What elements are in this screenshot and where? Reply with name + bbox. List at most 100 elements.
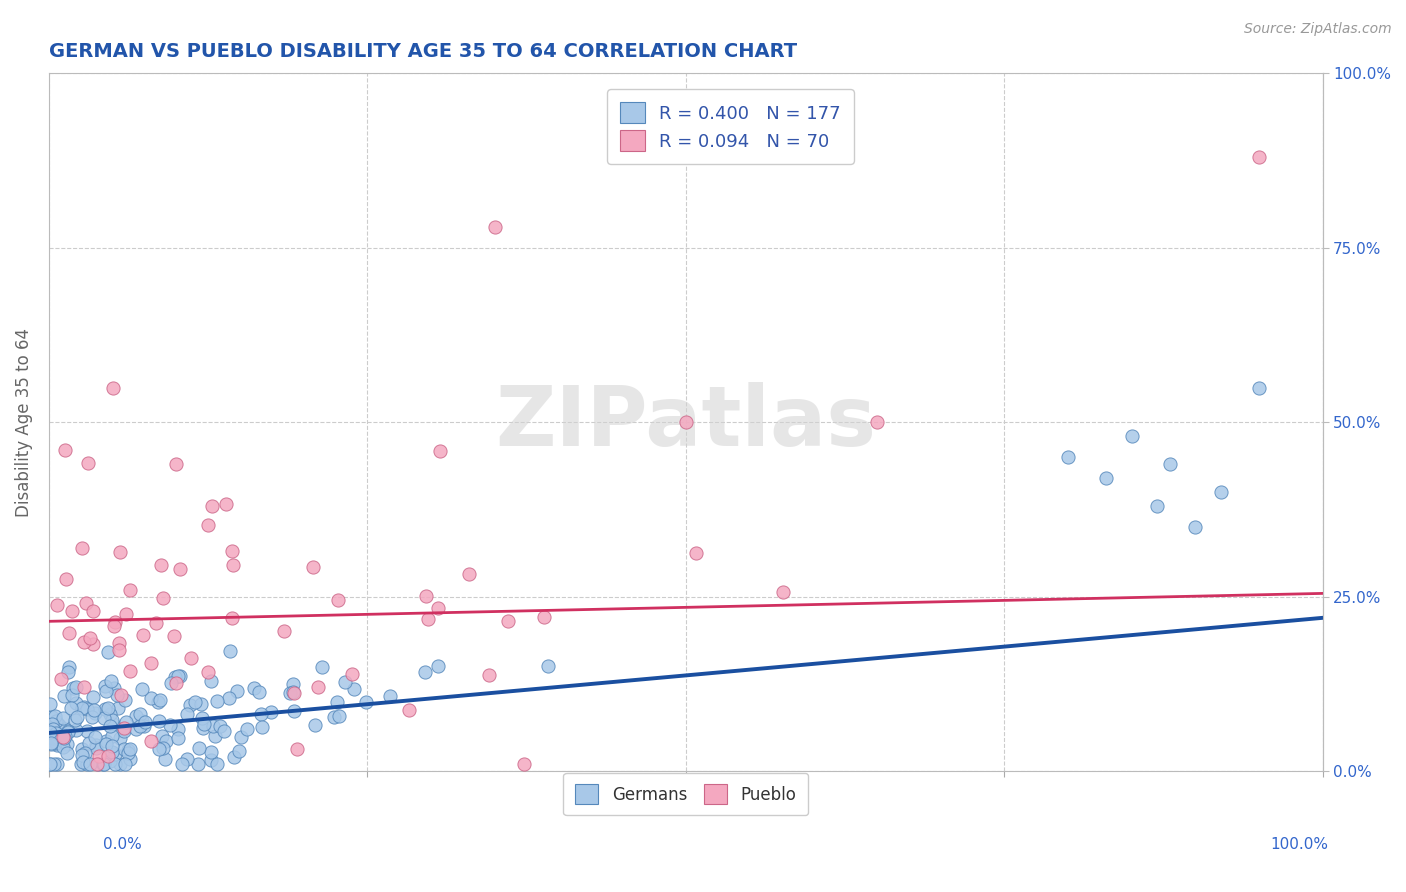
Text: 100.0%: 100.0% (1271, 838, 1329, 852)
Point (685, 546, 707, 560)
Point (478, 668, 501, 682)
Point (115, 607, 138, 621)
Point (101, 746, 124, 760)
Point (429, 444, 451, 458)
Point (70, 747, 93, 762)
Point (150, 730, 173, 744)
Point (1209, 485, 1232, 500)
Point (176, 706, 198, 721)
Legend: Germans, Pueblo: Germans, Pueblo (564, 772, 808, 815)
Point (93, 679, 115, 693)
Point (41, 736, 63, 750)
Point (70, 741, 93, 756)
Point (231, 730, 253, 744)
Point (39, 725, 62, 739)
Point (159, 676, 181, 690)
Point (82, 636, 104, 650)
Point (304, 718, 326, 732)
Point (101, 730, 124, 744)
Point (204, 729, 226, 743)
Point (79, 757, 101, 772)
Point (148, 742, 170, 756)
Point (496, 615, 519, 629)
Point (124, 709, 146, 723)
Point (97, 748, 120, 763)
Point (65, 696, 87, 710)
Point (1159, 457, 1181, 471)
Point (93, 757, 115, 772)
Text: 0.0%: 0.0% (103, 838, 142, 852)
Point (398, 703, 420, 717)
Point (52, 740, 75, 755)
Point (772, 584, 794, 599)
Point (302, 560, 325, 574)
Point (152, 591, 174, 605)
Point (415, 589, 437, 603)
Point (79, 631, 101, 645)
Point (97, 645, 120, 659)
Point (83, 703, 105, 717)
Point (76, 724, 98, 739)
Point (221, 544, 243, 558)
Point (52, 727, 75, 741)
Point (104, 615, 127, 629)
Point (70, 541, 93, 556)
Point (165, 457, 187, 471)
Point (150, 558, 173, 572)
Point (44, 731, 66, 745)
Point (183, 695, 205, 709)
Point (416, 612, 439, 626)
Point (222, 558, 245, 572)
Point (458, 567, 481, 582)
Point (45, 738, 67, 752)
Point (307, 680, 329, 694)
Point (114, 722, 136, 736)
Point (162, 630, 184, 644)
Point (145, 616, 167, 631)
Point (169, 562, 191, 576)
Point (285, 742, 308, 756)
Point (283, 685, 305, 699)
Point (45, 714, 67, 729)
Point (120, 664, 142, 678)
Point (77, 736, 100, 750)
Point (56, 724, 79, 739)
Point (107, 701, 129, 715)
Point (41, 737, 63, 751)
Point (112, 724, 135, 739)
Point (86, 738, 108, 752)
Point (243, 681, 266, 695)
Point (52, 711, 75, 725)
Point (141, 690, 163, 705)
Point (53, 722, 76, 736)
Point (221, 611, 243, 625)
Point (197, 665, 219, 680)
Point (58, 626, 80, 640)
Point (55, 729, 77, 743)
Point (247, 685, 270, 699)
Point (120, 742, 142, 756)
Point (42, 731, 65, 745)
Point (328, 708, 350, 723)
Point (112, 742, 135, 756)
Point (110, 688, 132, 702)
Point (205, 694, 228, 708)
Point (41, 710, 63, 724)
Point (97, 701, 120, 715)
Point (108, 757, 131, 772)
Text: Source: ZipAtlas.com: Source: ZipAtlas.com (1244, 22, 1392, 37)
Point (72, 756, 94, 770)
Point (1121, 429, 1143, 443)
Point (343, 682, 366, 697)
Point (252, 720, 274, 734)
Point (118, 583, 141, 598)
Point (273, 624, 295, 638)
Point (60, 604, 83, 618)
Point (218, 690, 240, 705)
Point (155, 734, 177, 748)
Point (75, 746, 97, 760)
Point (426, 601, 449, 615)
Point (1057, 450, 1080, 465)
Point (354, 695, 377, 709)
Point (114, 692, 136, 706)
